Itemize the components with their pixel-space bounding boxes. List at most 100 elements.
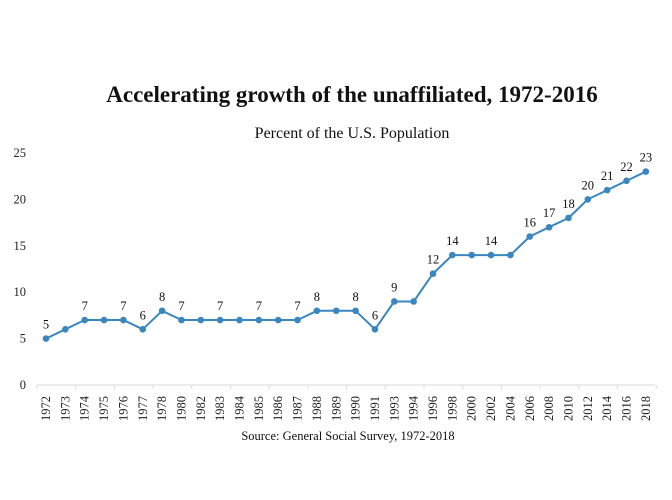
data-label: 16: [524, 216, 537, 230]
x-tick-label: 2002: [484, 396, 498, 421]
data-point: [42, 335, 50, 342]
data-label: 20: [582, 178, 595, 192]
chart-source: Source: General Social Survey, 1972-2018: [241, 429, 454, 443]
data-label: 12: [427, 253, 440, 267]
x-tick-label: 1998: [445, 396, 459, 421]
data-point: [623, 177, 630, 185]
data-point: [410, 298, 417, 305]
data-label: 14: [485, 234, 498, 248]
data-point: [197, 316, 205, 324]
data-point: [429, 270, 437, 277]
data-label: 7: [120, 299, 126, 313]
data-label: 8: [352, 290, 358, 304]
data-point: [274, 316, 282, 324]
x-tick-label: 2014: [600, 395, 614, 421]
data-label: 14: [446, 234, 459, 248]
series-line: [45, 170, 647, 340]
data-point: [642, 168, 650, 175]
data-label: 21: [601, 169, 614, 183]
x-tick-label: 1980: [174, 396, 188, 421]
data-label: 8: [314, 290, 320, 304]
data-point: [507, 251, 514, 259]
data-label: 7: [178, 299, 184, 313]
data-point: [62, 326, 69, 333]
chart-title: Accelerating growth of the unaffiliated,…: [106, 82, 597, 107]
data-point: [487, 251, 495, 259]
data-label: 18: [562, 197, 575, 211]
data-point: [294, 316, 301, 324]
data-point: [332, 307, 340, 315]
y-tick-label: 15: [14, 239, 27, 253]
x-tick-label: 1975: [97, 396, 111, 421]
data-point: [391, 298, 398, 305]
data-point: [565, 214, 572, 222]
y-axis: 0 5 10 15 20 25: [14, 146, 27, 392]
x-tick-label: 1996: [426, 396, 440, 421]
data-point: [100, 316, 108, 324]
x-tick-label: 1973: [58, 396, 72, 421]
data-label: 23: [640, 151, 653, 165]
data-point: [81, 316, 88, 324]
y-tick-label: 10: [14, 285, 27, 299]
x-tick-label: 2004: [503, 395, 517, 421]
y-tick-label: 0: [20, 378, 26, 392]
x-tick-label: 1977: [136, 396, 150, 421]
data-label: 6: [372, 308, 378, 322]
data-point: [603, 186, 611, 194]
x-tick-label: 2016: [620, 396, 634, 421]
data-point: [313, 307, 321, 315]
x-tick-label: 1982: [194, 396, 208, 421]
x-tick-label: 1985: [252, 396, 266, 421]
data-label: 8: [159, 290, 165, 304]
x-tick-label: 2012: [581, 396, 595, 421]
data-point: [139, 326, 147, 333]
x-tick-label: 2010: [561, 396, 575, 421]
x-tick-label: 1994: [407, 395, 421, 421]
x-tick-label: 2018: [639, 396, 653, 421]
x-tick-label: 1991: [368, 396, 382, 421]
data-point: [236, 316, 243, 324]
data-label: 22: [620, 160, 633, 174]
x-tick-label: 1989: [329, 396, 343, 421]
x-tick-label: 1990: [349, 396, 363, 421]
x-tick-label: 1978: [155, 396, 169, 421]
data-point: [158, 307, 166, 315]
x-tick-label: 2006: [523, 396, 537, 421]
y-tick-label: 5: [20, 332, 26, 346]
data-label: 7: [217, 299, 223, 313]
x-tick-label: 1972: [39, 396, 53, 421]
series-unaffiliated: [42, 168, 650, 342]
x-tick-label: 2008: [542, 396, 556, 421]
x-tick-label: 1974: [78, 395, 92, 421]
x-tick-label: 2000: [465, 396, 479, 421]
data-label: 7: [256, 299, 262, 313]
data-point: [352, 307, 359, 315]
x-tick-label: 1987: [291, 396, 305, 421]
data-point: [449, 251, 456, 259]
data-point: [584, 196, 592, 203]
chart-subtitle: Percent of the U.S. Population: [255, 125, 450, 142]
x-axis: 1972 1973 1974 1975 1976 1977 1978 1980 1982 1983…: [36, 384, 657, 421]
data-point: [120, 316, 127, 324]
x-tick-label: 1993: [387, 396, 401, 421]
data-label: 5: [43, 318, 49, 332]
y-tick-label: 25: [14, 146, 27, 160]
data-label: 7: [294, 299, 300, 313]
y-tick-label: 20: [14, 192, 27, 206]
data-point: [216, 316, 224, 324]
data-label: 6: [140, 308, 146, 322]
data-point: [468, 251, 476, 259]
data-point: [371, 326, 379, 333]
x-tick-label: 1976: [116, 396, 130, 421]
data-point: [526, 233, 534, 240]
data-label: 17: [543, 206, 556, 220]
x-tick-label: 1988: [310, 396, 324, 421]
data-point: [545, 223, 553, 231]
x-tick-label: 1986: [271, 396, 285, 421]
x-tick-label: 1984: [233, 395, 247, 421]
x-tick-label: 1983: [213, 396, 227, 421]
data-point: [178, 316, 185, 324]
data-label: 9: [391, 280, 397, 294]
